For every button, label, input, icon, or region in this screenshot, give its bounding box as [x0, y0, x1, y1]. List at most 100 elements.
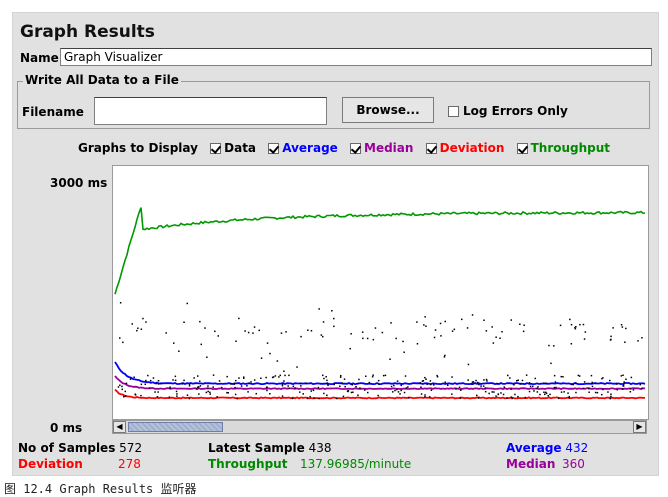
data-point: [368, 381, 371, 384]
data-point: [400, 389, 402, 392]
data-point: [536, 391, 539, 393]
data-point: [480, 385, 482, 387]
data-point: [119, 337, 121, 339]
data-point: [258, 329, 260, 332]
data-point: [326, 383, 328, 385]
data-point: [207, 390, 209, 393]
data-point: [325, 376, 327, 378]
data-point: [279, 374, 281, 377]
data-point: [584, 331, 587, 333]
checkbox-checked-icon[interactable]: [268, 143, 280, 154]
data-point: [322, 321, 325, 323]
scroll-right-arrow-icon[interactable]: ▶: [633, 421, 646, 433]
data-point: [500, 392, 502, 394]
data-point: [207, 385, 209, 387]
data-point: [577, 374, 580, 377]
data-point: [467, 379, 469, 381]
data-point: [560, 375, 562, 378]
checkbox-icon[interactable]: [448, 106, 459, 117]
stat-median: Median: [506, 457, 555, 471]
data-point: [569, 318, 571, 321]
data-point: [193, 377, 195, 379]
data-point: [516, 380, 518, 382]
data-point: [467, 363, 470, 366]
data-point: [183, 321, 185, 323]
graph-option-throughput[interactable]: Throughput: [516, 141, 610, 155]
stat-no-of-samples-value: 572: [119, 441, 143, 455]
data-point: [344, 386, 346, 388]
data-point: [590, 374, 593, 377]
data-point: [346, 390, 349, 392]
data-point: [134, 394, 137, 396]
graph-option-average[interactable]: Average: [268, 141, 338, 155]
stat-latest-sample-label: Latest Sample: [208, 441, 305, 455]
data-point: [350, 391, 353, 394]
data-point: [377, 394, 379, 397]
data-point: [216, 396, 218, 398]
checkbox-checked-icon[interactable]: [210, 143, 222, 154]
data-point: [272, 376, 275, 378]
graph-canvas: [114, 207, 646, 400]
data-point: [424, 394, 426, 396]
name-input[interactable]: Graph Visualizer: [60, 48, 652, 66]
data-point: [583, 338, 586, 340]
data-point: [250, 381, 252, 383]
graph-option-deviation[interactable]: Deviation: [425, 141, 504, 155]
data-point: [186, 394, 189, 396]
data-point: [534, 377, 536, 380]
data-point: [476, 394, 478, 397]
data-point: [433, 384, 435, 386]
data-point: [140, 383, 143, 386]
data-point: [137, 327, 139, 329]
data-point: [265, 386, 268, 388]
checkbox-checked-icon[interactable]: [350, 143, 361, 154]
data-point: [519, 323, 521, 325]
data-point: [579, 323, 581, 326]
data-point: [425, 325, 427, 327]
data-point: [173, 342, 175, 344]
log-errors-only-checkbox[interactable]: Log Errors Only: [448, 104, 568, 118]
scrollbar-thumb[interactable]: [128, 422, 223, 432]
data-point: [601, 377, 603, 380]
graph-option-data[interactable]: Data: [210, 141, 256, 155]
data-point: [233, 382, 236, 385]
checkbox-checked-icon[interactable]: [425, 143, 437, 154]
data-point: [429, 380, 432, 382]
data-point: [560, 391, 563, 393]
data-point: [367, 391, 369, 394]
checkbox-checked-icon[interactable]: [516, 143, 528, 154]
data-point: [174, 379, 177, 382]
data-point: [199, 385, 202, 387]
data-point: [336, 397, 338, 400]
data-point: [247, 331, 250, 334]
graph-horizontal-scrollbar[interactable]: ◀ ▶: [112, 420, 647, 434]
scroll-left-arrow-icon[interactable]: ◀: [113, 421, 126, 433]
data-point: [123, 396, 125, 398]
data-point: [591, 381, 593, 384]
data-point: [178, 350, 180, 352]
data-point: [327, 384, 329, 386]
data-point: [485, 378, 488, 381]
data-point: [519, 383, 521, 385]
data-point: [169, 387, 171, 390]
data-point: [533, 390, 535, 392]
browse-button[interactable]: Browse...: [342, 97, 434, 123]
data-point: [235, 379, 237, 382]
data-point: [349, 347, 351, 350]
filename-input[interactable]: [94, 97, 327, 125]
data-point: [522, 330, 525, 333]
name-label: Name:: [20, 51, 64, 65]
data-point: [548, 344, 550, 347]
data-point: [602, 377, 604, 379]
data-point: [444, 320, 446, 323]
data-point: [482, 385, 485, 387]
data-point: [543, 391, 545, 393]
data-point: [461, 318, 463, 321]
data-point: [571, 383, 573, 386]
data-point: [507, 374, 509, 377]
data-point: [451, 330, 454, 332]
data-point: [248, 382, 250, 385]
graph-option-median[interactable]: Median: [350, 141, 413, 155]
data-point: [214, 330, 216, 333]
data-point: [629, 391, 632, 393]
